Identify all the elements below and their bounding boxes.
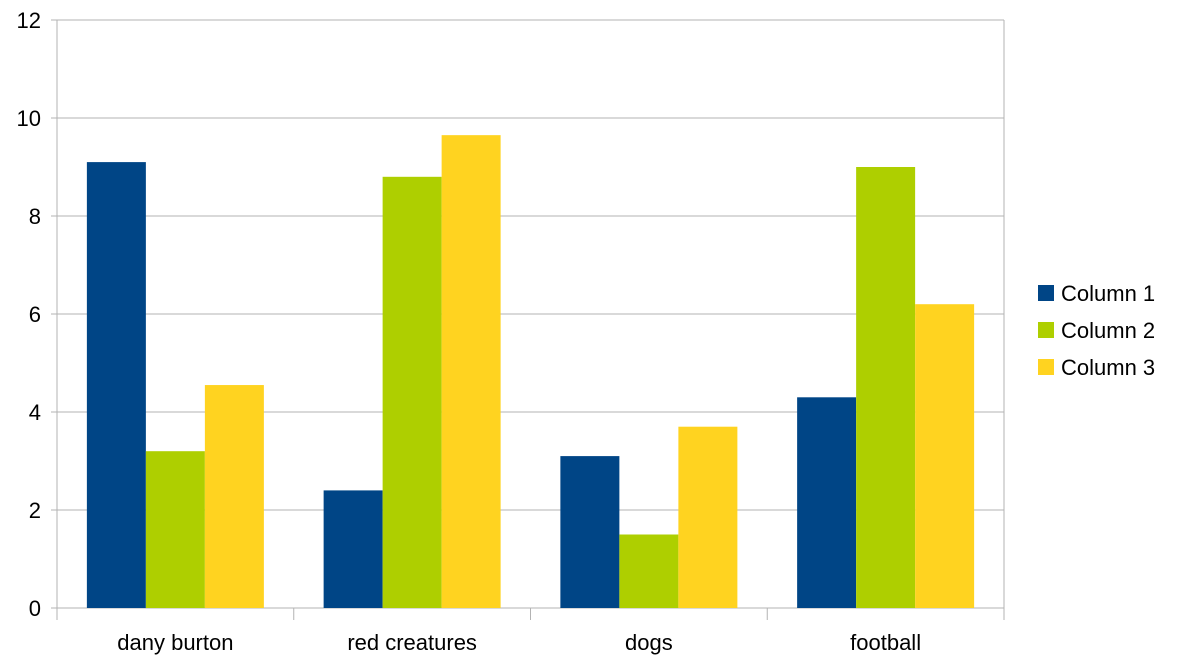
y-tick-label: 10 [17, 106, 41, 131]
x-tick-label: dany burton [117, 630, 233, 655]
bar-dany-burton-column-2 [145, 451, 205, 608]
legend-label: Column 3 [1061, 355, 1155, 380]
y-tick-label: 12 [17, 8, 41, 33]
bar-red-creatures-column-2 [382, 176, 442, 609]
y-tick-label: 2 [29, 498, 41, 523]
y-tick-label: 0 [29, 596, 41, 621]
bar-football-column-3 [915, 304, 975, 608]
y-tick-label: 6 [29, 302, 41, 327]
legend-swatch [1038, 322, 1054, 338]
bar-dany-burton-column-3 [204, 385, 264, 608]
y-tick-label: 8 [29, 204, 41, 229]
bar-red-creatures-column-1 [323, 490, 383, 608]
legend: Column 1 Column 2 Column 3 [1038, 281, 1155, 380]
bar-dany-burton-column-1 [86, 162, 146, 608]
bar-dogs-column-1 [560, 456, 620, 608]
legend-label: Column 1 [1061, 281, 1155, 306]
bar-dogs-column-2 [619, 534, 679, 608]
axes: 0 2 4 6 8 10 12 dany burton red creatures dogs foo… [17, 8, 1005, 655]
bar-football-column-1 [797, 397, 857, 608]
legend-swatch [1038, 285, 1054, 301]
legend-swatch [1038, 359, 1054, 375]
legend-label: Column 2 [1061, 318, 1155, 343]
x-tick-label: red creatures [347, 630, 477, 655]
bar-red-creatures-column-3 [441, 135, 501, 608]
x-tick-label: dogs [625, 630, 673, 655]
bars [86, 135, 975, 609]
y-tick-label: 4 [29, 400, 41, 425]
bar-dogs-column-3 [678, 426, 738, 608]
x-tick-label: football [850, 630, 921, 655]
bar-football-column-2 [856, 167, 916, 608]
